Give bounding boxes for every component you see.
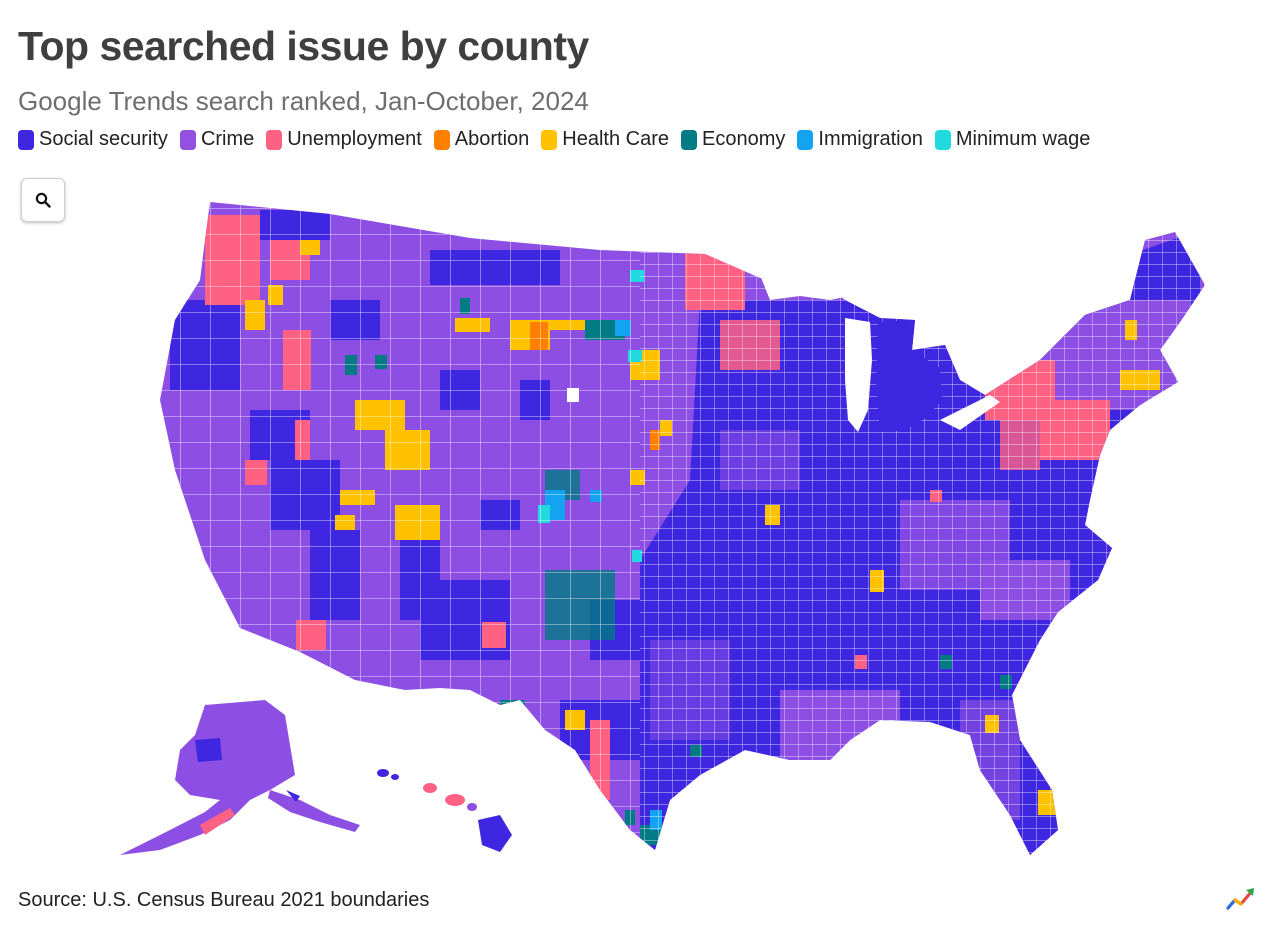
legend-item-social-security: Social security [18,128,168,151]
legend-item-abortion: Abortion [433,128,530,151]
legend-swatch [681,129,698,150]
legend-swatch [934,129,951,150]
us-county-map[interactable] [0,190,1280,870]
legend-swatch [18,129,34,150]
source-note: Source: U.S. Census Bureau 2021 boundari… [18,889,430,911]
legend-label: Crime [200,128,255,150]
legend-label: Minimum wage [955,128,1091,150]
county-choropleth-map[interactable] [0,190,1280,870]
legend-item-immigration: Immigration [797,128,923,151]
legend-item-economy: Economy [681,128,785,151]
legend-swatch [797,129,814,150]
search-icon [35,192,51,208]
legend-label: Economy [702,128,786,150]
michigan-lower-peninsula [876,320,942,432]
legend-swatch [179,129,196,150]
legend-swatch [541,129,558,150]
lake-michigan [845,318,872,432]
legend-swatch [266,129,283,150]
legend-label: Unemployment [287,128,422,150]
legend-item-unemployment: Unemployment [266,128,422,151]
map-title: Top searched issue by county [18,23,589,69]
legend-label: Health Care [562,128,670,150]
hawaii [377,769,512,852]
alaska [120,700,360,855]
county-regions [160,202,1205,855]
legend-item-crime: Crime [179,128,255,151]
trend-arrow-logo-icon [1226,888,1254,910]
legend-label: Social security [39,128,168,150]
legend-label: Immigration [818,128,923,150]
legend: Social security Crime Unemployment Abort… [18,128,1102,151]
legend-label: Abortion [454,128,530,150]
legend-item-minimum-wage: Minimum wage [934,128,1091,151]
lake-erie [940,395,1000,430]
map-subtitle: Google Trends search ranked, Jan-October… [18,86,589,116]
lake-superior [760,270,850,300]
legend-item-health-care: Health Care [541,128,669,151]
search-button[interactable] [21,178,65,222]
legend-swatch [433,129,450,150]
